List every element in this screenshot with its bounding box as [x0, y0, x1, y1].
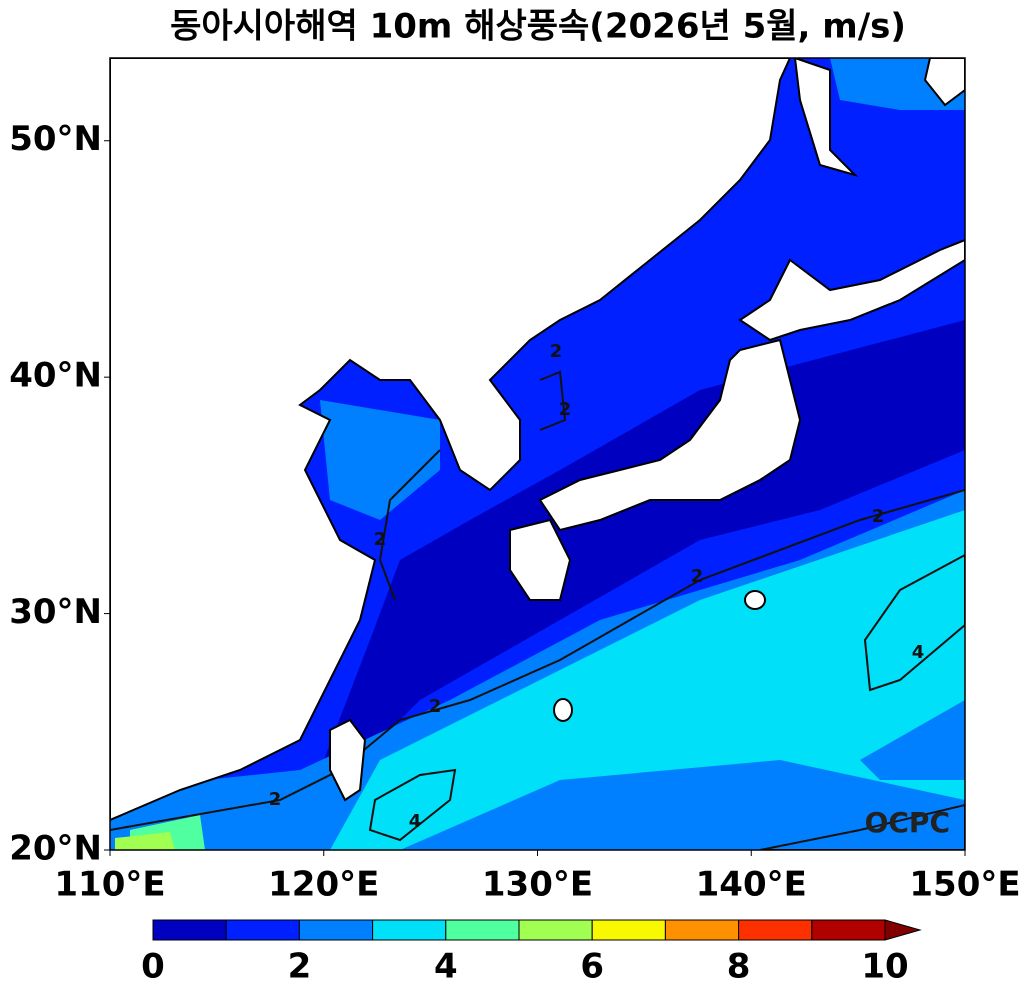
x-tick-label: 110°E [54, 865, 165, 905]
colorbar-segment [298, 919, 374, 941]
contour-label: 2 [691, 566, 704, 587]
colorbar-tick-label: 2 [288, 947, 312, 987]
colorbar-segment [445, 919, 520, 941]
colorbar-segment [664, 919, 740, 941]
y-tick-label: 50°N [9, 119, 102, 159]
contour-label: 2 [872, 506, 885, 527]
y-tick-label: 30°N [9, 592, 102, 632]
contour-label: 2 [269, 789, 282, 810]
colorbar-tick-label: 8 [727, 947, 751, 987]
colorbar-segment [152, 919, 227, 941]
colorbar-segment [591, 919, 666, 941]
contour-label: 4 [409, 811, 422, 832]
x-tick-label: 120°E [268, 865, 379, 905]
colorbar-tick-label: 6 [580, 947, 604, 987]
contour-label: 4 [912, 642, 925, 663]
contour-label: 2 [429, 696, 442, 717]
x-tick-label: 140°E [696, 865, 807, 905]
title: 동아시아해역 10m 해상풍속(2026년 5월, m/s) [170, 7, 906, 47]
contour-label: 2 [374, 529, 387, 550]
credit: OCPC [865, 806, 950, 839]
colorbar-segment [738, 919, 813, 941]
x-tick-label: 130°E [482, 865, 593, 905]
colorbar-segment [372, 919, 447, 941]
colorbar-tick-label: 10 [861, 947, 908, 987]
wind-field [110, 58, 965, 850]
contour-label: 2 [559, 399, 572, 420]
colorbar-segment [811, 919, 886, 941]
y-tick-label: 40°N [9, 356, 102, 396]
colorbar-segment [518, 919, 593, 941]
colorbar-tick-label: 0 [141, 947, 165, 987]
colorbar-extend [884, 919, 922, 941]
y-tick-label: 20°N [9, 829, 102, 869]
contour-label: 2 [550, 341, 563, 362]
colorbar-tick-label: 4 [434, 947, 458, 987]
x-tick-label: 150°E [909, 865, 1020, 905]
colorbar-segment [225, 919, 300, 941]
